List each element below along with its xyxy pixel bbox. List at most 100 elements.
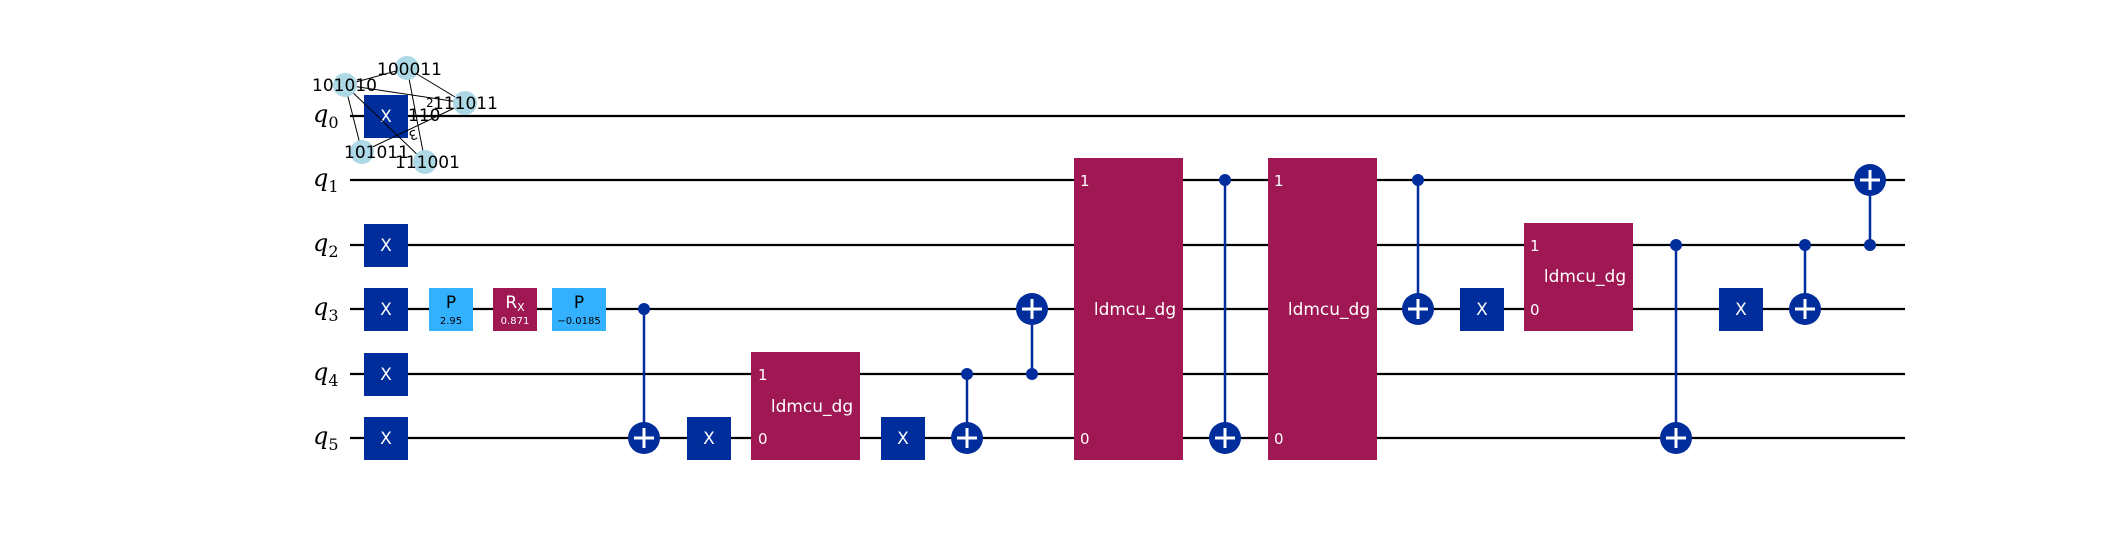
overlay-node-label: 111001 bbox=[395, 153, 460, 173]
port-label-bottom: 0 bbox=[1080, 430, 1090, 448]
x-gate-box bbox=[1719, 288, 1763, 331]
cnot-q2-q3 bbox=[1789, 239, 1821, 325]
target-plus-icon bbox=[1408, 299, 1428, 319]
cnot-q2-q1 bbox=[1854, 164, 1886, 251]
x-gate-box bbox=[1460, 288, 1504, 331]
x-gate-box bbox=[364, 288, 408, 331]
qubit-label-q4: q4 bbox=[313, 358, 339, 390]
overlay-edge bbox=[344, 84, 426, 163]
target-plus-icon bbox=[957, 428, 977, 448]
qubit-label-q5: q5 bbox=[313, 422, 339, 454]
control-dot bbox=[1412, 174, 1424, 186]
overlay-edge bbox=[361, 102, 466, 153]
p-gate-param: −0.0185 bbox=[557, 316, 600, 327]
p-gate-q3-first: P 2.95 bbox=[429, 288, 473, 331]
target-plus-icon bbox=[1795, 299, 1815, 319]
overlay-node bbox=[350, 140, 374, 164]
x-gate-label: X bbox=[380, 300, 392, 320]
cnot-q4-q5 bbox=[951, 368, 983, 454]
x-gate-label: X bbox=[1476, 300, 1488, 320]
state-graph-overlay: 101010 100011 110 111011 101011 111001 3… bbox=[312, 56, 498, 174]
ldmcu-dg-gate-1: 1 0 ldmcu_dg bbox=[751, 352, 860, 460]
x-gate-q3: X bbox=[364, 288, 408, 331]
x-gate-box bbox=[364, 353, 408, 396]
qubit-label-q3: q3 bbox=[313, 293, 339, 325]
cnot-q1-q3 bbox=[1402, 174, 1434, 325]
rx-gate-box bbox=[493, 288, 537, 331]
overlay-node bbox=[413, 150, 437, 174]
control-dot bbox=[1219, 174, 1231, 186]
x-gate-label: X bbox=[703, 429, 715, 449]
x-gate-q5-third: X bbox=[881, 417, 925, 460]
target-plus-icon bbox=[1860, 170, 1880, 190]
overlay-node-label: 111011 bbox=[433, 94, 498, 114]
x-gate-label: X bbox=[380, 429, 392, 449]
x-gate-q2: X bbox=[364, 224, 408, 267]
x-gate-label: X bbox=[380, 236, 392, 256]
x-gate-q0: X bbox=[364, 95, 408, 138]
target-plus-icon bbox=[1215, 428, 1235, 448]
p-gate-box bbox=[552, 288, 606, 331]
control-dot bbox=[1026, 368, 1038, 380]
x-gate-q4: X bbox=[364, 353, 408, 396]
p-gate-label: P bbox=[574, 293, 584, 313]
x-gate-box bbox=[364, 95, 408, 138]
overlay-node-label: 100011 bbox=[377, 60, 442, 80]
overlay-node bbox=[395, 56, 419, 80]
port-label-bottom: 0 bbox=[1530, 301, 1540, 319]
x-gate-label: X bbox=[380, 365, 392, 385]
target-plus-icon bbox=[1666, 428, 1686, 448]
ldmcu-dg-box bbox=[1268, 158, 1377, 460]
x-gate-box bbox=[364, 417, 408, 460]
overlay-node bbox=[333, 73, 357, 97]
cnot-q1-q5 bbox=[1209, 174, 1241, 454]
ldmcu-dg-gate-3: 1 0 ldmcu_dg bbox=[1268, 158, 1377, 460]
ldmcu-dg-label: ldmcu_dg bbox=[1094, 300, 1176, 320]
x-gate-label: X bbox=[1735, 300, 1747, 320]
p-gate-param: 2.95 bbox=[440, 316, 462, 327]
control-dot bbox=[961, 368, 973, 380]
target-plus-icon bbox=[1022, 299, 1042, 319]
overlay-node bbox=[453, 91, 477, 115]
target-plus-icon bbox=[634, 428, 654, 448]
qubit-label-q0: q0 bbox=[313, 100, 339, 132]
port-label-top: 1 bbox=[1274, 172, 1284, 190]
ldmcu-dg-label: ldmcu_dg bbox=[771, 397, 853, 417]
port-label-bottom: 0 bbox=[758, 430, 768, 448]
control-dot bbox=[1670, 239, 1682, 251]
control-dot bbox=[1799, 239, 1811, 251]
control-dot bbox=[1864, 239, 1876, 251]
ldmcu-dg-box bbox=[751, 352, 860, 460]
cnot-q2-q5 bbox=[1660, 239, 1692, 454]
port-label-top: 1 bbox=[758, 366, 768, 384]
qubit-labels: q0 q1 q2 q3 q4 q5 bbox=[313, 100, 339, 454]
control-dot bbox=[638, 303, 650, 315]
ldmcu-dg-label: ldmcu_dg bbox=[1288, 300, 1370, 320]
ldmcu-dg-gate-4: 1 0 ldmcu_dg bbox=[1524, 223, 1633, 331]
ldmcu-dg-box bbox=[1074, 158, 1183, 460]
port-label-bottom: 0 bbox=[1274, 430, 1284, 448]
ldmcu-dg-label: ldmcu_dg bbox=[1544, 267, 1626, 287]
ldmcu-dg-box bbox=[1524, 223, 1633, 331]
qubit-label-q2: q2 bbox=[313, 229, 339, 261]
p-gate-label: P bbox=[446, 293, 456, 313]
x-gate-box bbox=[881, 417, 925, 460]
rx-gate-q3: RX 0.871 bbox=[493, 288, 537, 331]
p-gate-q3-second: P −0.0185 bbox=[552, 288, 606, 331]
x-gate-box bbox=[687, 417, 731, 460]
cnot-q4-q3 bbox=[1016, 293, 1048, 380]
rx-gate-label: RX bbox=[505, 293, 525, 314]
rx-gate-param: 0.871 bbox=[501, 316, 530, 327]
overlay-node-label: 101010 bbox=[312, 76, 377, 96]
port-label-top: 1 bbox=[1080, 172, 1090, 190]
x-gate-q5-second: X bbox=[687, 417, 731, 460]
overlay-edge bbox=[344, 84, 466, 104]
x-gate-q3-third: X bbox=[1719, 288, 1763, 331]
overlay-node-label: 2 bbox=[426, 96, 434, 110]
cnot-q3-q5 bbox=[628, 303, 660, 454]
x-gate-label: X bbox=[897, 429, 909, 449]
p-gate-box bbox=[429, 288, 473, 331]
overlay-edge bbox=[406, 67, 426, 163]
overlay-node-label: 3 bbox=[406, 125, 419, 142]
